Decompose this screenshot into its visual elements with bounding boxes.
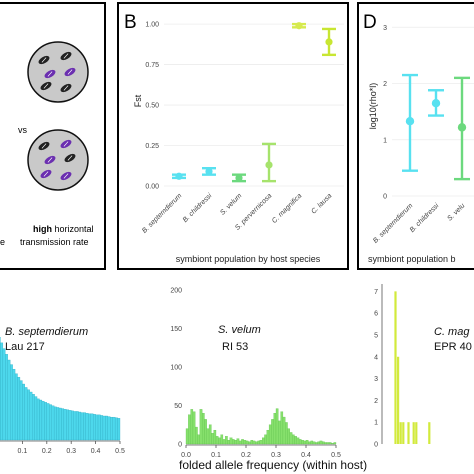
histogram-bar — [397, 356, 400, 444]
data-point — [325, 38, 333, 46]
data-point — [295, 22, 303, 30]
y-tick-label: 1.00 — [145, 22, 159, 29]
caption-horizontal: horizontal — [52, 224, 94, 234]
y-tick-label: 0.75 — [145, 62, 159, 69]
x-tick-label: 0.3 — [66, 448, 76, 455]
panel-d-frame — [357, 2, 474, 270]
symbiont-stripe — [47, 157, 53, 163]
data-point — [405, 116, 415, 126]
histogram-bar — [402, 422, 405, 444]
y-tick-label: 150 — [170, 326, 182, 333]
histogram-bar — [333, 442, 337, 445]
panel-letter-b: B — [124, 12, 137, 33]
histogram-bar — [428, 422, 431, 444]
y-tick-label: 0.50 — [145, 103, 159, 110]
y-tick-label: 5 — [374, 332, 378, 339]
y-tick-label: 100 — [170, 365, 182, 372]
x-tick-label: 0.5 — [331, 452, 341, 459]
y-tick-label: 6 — [374, 311, 378, 318]
symbiont-stripe — [41, 143, 47, 149]
symbiont-stripe — [43, 171, 49, 177]
site-label: RI 53 — [222, 341, 248, 353]
species-label: S. velum — [218, 324, 261, 336]
x-tick-label: 0.1 — [211, 452, 221, 459]
histogram-bar — [415, 422, 418, 444]
histogram-bar — [117, 418, 121, 441]
data-point — [175, 172, 183, 180]
caption-high-word: high — [33, 224, 52, 234]
y-tick-label: 0.25 — [145, 143, 159, 150]
caption-line1: high horizontal — [33, 224, 94, 234]
x-tick-label: 0.0 — [181, 452, 191, 459]
symbiont-stripe — [63, 141, 69, 147]
y-tick-label: 2 — [374, 398, 378, 405]
x-tick-label: 0.4 — [91, 448, 101, 455]
x-axis-label: symbiont population b — [368, 254, 456, 264]
species-label: C. mag — [434, 326, 470, 338]
x-tick-label: 0.2 — [42, 448, 52, 455]
caption-fragment: e — [0, 237, 5, 247]
data-point — [205, 167, 213, 176]
site-label: EPR 40 — [434, 341, 472, 353]
y-tick-label: 1 — [383, 137, 387, 144]
y-axis-label: log10(rho*l) — [368, 83, 378, 130]
x-axis-label: symbiont population by host species — [176, 254, 321, 264]
y-tick-label: 0.00 — [145, 184, 159, 191]
panel-letter-d: D — [363, 12, 377, 33]
panel-b-frame — [117, 2, 349, 270]
data-point — [265, 161, 273, 169]
site-label: Lau 217 — [5, 341, 45, 353]
species-label: B. septemdierum — [5, 326, 88, 338]
y-tick-label: 0 — [383, 194, 387, 201]
symbiont-stripe — [43, 83, 49, 89]
symbiont-stripe — [67, 155, 73, 161]
data-point — [457, 123, 467, 132]
histogram-bar — [394, 291, 397, 444]
symbiont-stripe — [41, 57, 47, 63]
y-tick-label: 3 — [374, 376, 378, 383]
y-tick-label: 200 — [170, 288, 182, 295]
x-tick-label: 0.5 — [115, 448, 125, 455]
y-tick-label: 0 — [374, 442, 378, 449]
caption-line2: transmission rate — [20, 237, 89, 247]
symbiont-stripe — [67, 69, 73, 75]
x-tick-label: 0.3 — [271, 452, 281, 459]
y-tick-label: 4 — [374, 354, 378, 361]
symbiont-stripe — [63, 53, 69, 59]
vs-label: vs — [18, 125, 28, 135]
y-tick-label: 3 — [383, 25, 387, 32]
histogram-bar — [407, 422, 410, 444]
data-point — [431, 98, 441, 108]
y-tick-label: 50 — [174, 403, 182, 410]
data-point — [235, 174, 243, 182]
symbiont-stripe — [63, 85, 69, 91]
x-tick-label: 0.2 — [241, 452, 251, 459]
y-tick-label: 0 — [178, 442, 182, 449]
x-tick-label: 0.4 — [301, 452, 311, 459]
y-tick-label: 2 — [383, 81, 387, 88]
y-tick-label: 7 — [374, 289, 378, 296]
y-axis-label: Fst — [133, 94, 143, 107]
histogram-bar — [399, 422, 402, 444]
y-tick-label: 1 — [374, 420, 378, 427]
x-axis-label: folded allele frequency (within host) — [179, 458, 367, 472]
histogram-bar — [412, 422, 415, 444]
symbiont-stripe — [47, 71, 53, 77]
x-tick-label: 0.1 — [18, 448, 28, 455]
symbiont-stripe — [63, 173, 69, 179]
